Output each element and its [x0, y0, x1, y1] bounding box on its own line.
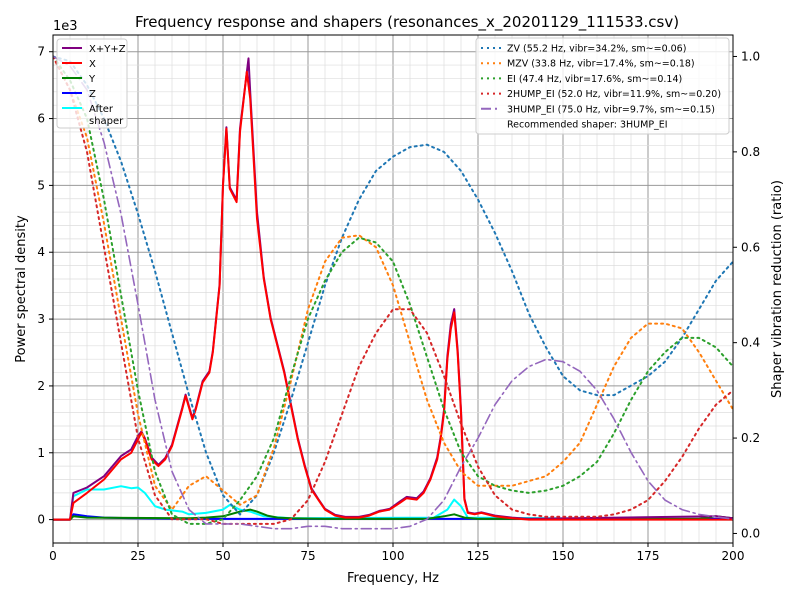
x-tick-label: 150: [552, 549, 575, 563]
legend-label: ZV (55.2 Hz, vibr=34.2%, sm~=0.06): [507, 44, 686, 55]
legend-label: EI (47.4 Hz, vibr=17.6%, sm~=0.14): [507, 74, 682, 85]
x-tick-label: 200: [722, 549, 745, 563]
chart-title: Frequency response and shapers (resonanc…: [135, 13, 679, 32]
shaper-line-ei: [53, 55, 733, 525]
psd-line-x: [53, 70, 733, 521]
y-right-tick-label: 0.4: [741, 336, 760, 350]
y-tick-label: 7: [37, 45, 45, 59]
legend-label-line: Z: [89, 89, 96, 100]
legend-psd: X+Y+Z XYZ After shaper: [56, 38, 128, 129]
y-tick-label: 4: [37, 245, 45, 259]
legend-label: After shaper: [89, 104, 124, 127]
recommended-shaper-note: Recommended shaper: 3HUMP_EI: [507, 120, 668, 131]
x-tick-label: 100: [382, 549, 405, 563]
shaper-line-zv: [53, 55, 733, 516]
x-tick-label: 25: [130, 549, 145, 563]
y-axis-label: Power spectral density: [14, 215, 29, 363]
axis-ticks: 0 25 50 75 100 125 150 175 200 0 1 2 3 4 5 6 7 0.0 0.2 0.4 0…: [37, 45, 760, 563]
y-right-tick-label: 0.8: [741, 145, 760, 159]
x-tick-label: 175: [637, 549, 660, 563]
legend-label: 2HUMP_EI (52.0 Hz, vibr=11.9%, sm~=0.20): [507, 89, 721, 100]
y-tick-label: 5: [37, 178, 45, 192]
y-offset-label: 1e3: [53, 19, 78, 34]
y-tick-label: 0: [37, 513, 45, 527]
y-right-tick-label: 1.0: [741, 49, 760, 63]
x-tick-label: 0: [49, 549, 57, 563]
y-tick-label: 3: [37, 312, 45, 326]
y-right-tick-label: 0.6: [741, 240, 760, 254]
legend-box: [475, 37, 730, 135]
legend-label-line: shaper: [89, 116, 124, 127]
legend-label-line: After: [89, 104, 114, 115]
x-tick-label: 125: [467, 549, 490, 563]
psd-line-y: [53, 508, 733, 521]
shaper-line-3hump-ei: [53, 55, 733, 530]
legend-label-line: Y: [88, 74, 96, 85]
legend-label: Z: [89, 89, 96, 100]
grid: [52, 35, 734, 543]
x-axis-label: Frequency, Hz: [347, 571, 439, 586]
legend-label: MZV (33.8 Hz, vibr=17.4%, sm~=0.18): [507, 59, 695, 70]
y-right-tick-label: 0.0: [741, 526, 760, 540]
legend-box: [56, 38, 128, 129]
legend-label: Y: [88, 74, 96, 85]
legend-shapers: ZV (55.2 Hz, vibr=34.2%, sm~=0.06) MZV (3…: [475, 37, 730, 135]
y-axis-right-label: Shaper vibration reduction (ratio): [770, 180, 785, 398]
y-tick-label: 6: [37, 112, 45, 126]
x-tick-label: 50: [215, 549, 230, 563]
legend-label: X+Y+Z: [89, 44, 126, 55]
shaper-line-2hump-ei: [53, 55, 733, 525]
y-tick-label: 1: [37, 446, 45, 460]
x-tick-label: 75: [300, 549, 315, 563]
psd-line-after-shaper: [53, 485, 733, 521]
legend-label: X: [89, 59, 96, 70]
y-right-tick-label: 0.2: [741, 431, 760, 445]
y-tick-label: 2: [37, 379, 45, 393]
legend-label-line: X+Y+Z: [89, 44, 126, 55]
legend-label: 3HUMP_EI (75.0 Hz, vibr=9.7%, sm~=0.15): [507, 104, 715, 115]
shaper-lines: [53, 55, 733, 530]
legend-label-line: X: [89, 59, 96, 70]
